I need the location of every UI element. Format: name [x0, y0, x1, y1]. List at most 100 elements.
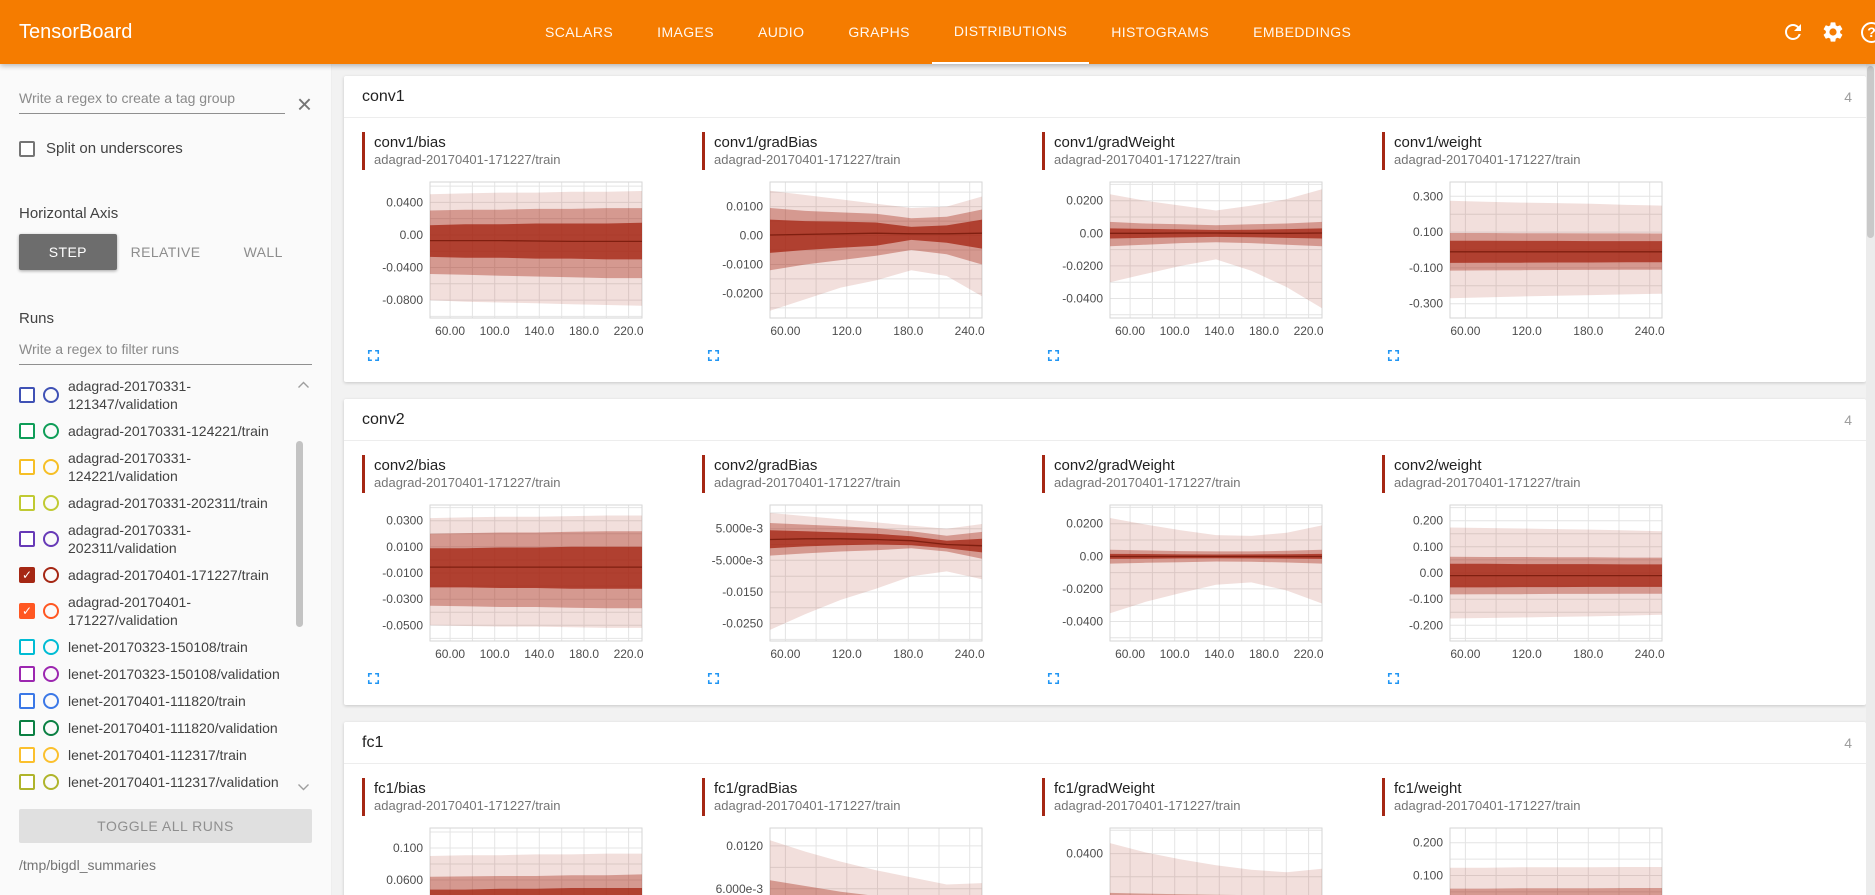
scroll-down-icon[interactable] [297, 783, 310, 791]
run-checkbox[interactable]: ✓ [19, 603, 35, 619]
run-color-radio[interactable] [43, 774, 59, 790]
svg-text:60.00: 60.00 [770, 647, 800, 661]
run-row[interactable]: lenet-20170401-111820/validation [19, 715, 312, 742]
run-color-radio[interactable] [43, 459, 59, 475]
chart-title: fc1/gradBias [714, 780, 798, 797]
section-header[interactable]: conv2 4 [344, 399, 1866, 441]
svg-text:240.0: 240.0 [1635, 324, 1665, 338]
run-color-radio[interactable] [43, 666, 59, 682]
run-row[interactable]: lenet-20170401-112317/validation [19, 769, 312, 796]
expand-chart-button[interactable] [364, 669, 383, 691]
tab-scalars[interactable]: SCALARS [545, 24, 614, 40]
run-color-radio[interactable] [43, 603, 59, 619]
chart-run-name: adagrad-20170401-171227/train [714, 475, 901, 490]
run-row[interactable]: ✓ adagrad-20170401-171227/train [19, 562, 312, 589]
run-row[interactable]: ✓ adagrad-20170401-171227/validation [19, 589, 312, 634]
svg-text:0.00: 0.00 [1420, 566, 1444, 580]
svg-text:0.00: 0.00 [1080, 893, 1104, 895]
run-row[interactable]: adagrad-20170331-124221/validation [19, 445, 312, 490]
run-color-radio[interactable] [43, 720, 59, 736]
run-checkbox[interactable] [19, 531, 35, 547]
section-header[interactable]: fc1 4 [344, 722, 1866, 764]
run-row[interactable]: lenet-20170401-111820/train [19, 688, 312, 715]
horizontal-axis-label: Horizontal Axis [19, 205, 119, 222]
run-row[interactable]: adagrad-20170331-202311/validation [19, 517, 312, 562]
run-filter-input[interactable] [19, 337, 312, 365]
expand-chart-button[interactable] [704, 346, 723, 368]
tab-images[interactable]: IMAGES [657, 24, 715, 40]
tab-histograms[interactable]: HISTOGRAMS [1111, 24, 1210, 40]
run-color-radio[interactable] [43, 693, 59, 709]
refresh-button[interactable] [1781, 20, 1805, 44]
expand-chart-button[interactable] [1044, 669, 1063, 691]
run-row[interactable]: lenet-20170323-150108/train [19, 634, 312, 661]
tab-graphs[interactable]: GRAPHS [848, 24, 910, 40]
toggle-all-runs-button[interactable]: TOGGLE ALL RUNS [19, 809, 312, 843]
expand-chart-button[interactable] [1384, 669, 1403, 691]
svg-text:60.00: 60.00 [1115, 324, 1145, 338]
run-checkbox[interactable] [19, 387, 35, 403]
run-row[interactable]: adagrad-20170331-121347/validation [19, 373, 312, 418]
svg-text:60.00: 60.00 [1450, 647, 1480, 661]
run-checkbox[interactable] [19, 666, 35, 682]
main-content: conv1 4 conv1/bias adagrad-20170401-171227/… [332, 64, 1875, 895]
runs-scrollbar-thumb[interactable] [296, 441, 303, 627]
step-button[interactable]: STEP [19, 234, 117, 270]
run-checkbox[interactable] [19, 495, 35, 511]
split-underscores-checkbox[interactable] [19, 140, 35, 157]
tag-group-regex-input[interactable] [19, 86, 285, 114]
run-row[interactable]: lenet-20170401-112317/train [19, 742, 312, 769]
expand-chart-button[interactable] [364, 346, 383, 368]
section-conv1: conv1 4 conv1/bias adagrad-20170401-171227/… [344, 76, 1866, 382]
run-checkbox[interactable] [19, 423, 35, 439]
run-row[interactable]: adagrad-20170331-124221/train [19, 418, 312, 445]
run-checkbox[interactable] [19, 639, 35, 655]
svg-text:0.100: 0.100 [1413, 869, 1443, 883]
run-color-radio[interactable] [43, 747, 59, 763]
relative-button[interactable]: RELATIVE [117, 234, 215, 270]
chart-run-name: adagrad-20170401-171227/train [714, 798, 901, 813]
wall-button[interactable]: WALL [214, 234, 312, 270]
run-checkbox[interactable] [19, 693, 35, 709]
run-color-radio[interactable] [43, 567, 59, 583]
tab-embeddings[interactable]: EMBEDDINGS [1253, 24, 1352, 40]
tab-distributions[interactable]: DISTRIBUTIONS [931, 0, 1090, 64]
svg-text:60.00: 60.00 [435, 324, 465, 338]
svg-text:60.00: 60.00 [1450, 324, 1480, 338]
run-checkbox[interactable] [19, 747, 35, 763]
run-row[interactable]: adagrad-20170331-202311/train [19, 490, 312, 517]
expand-chart-button[interactable] [1044, 346, 1063, 368]
settings-button[interactable] [1821, 20, 1845, 44]
chart-header: fc1/weight adagrad-20170401-171227/train [1382, 778, 1714, 816]
chart-card: fc1/biasadagrad-20170401-171227/train60.… [354, 778, 694, 895]
svg-text:120.0: 120.0 [832, 647, 862, 661]
expand-chart-button[interactable] [704, 669, 723, 691]
run-row[interactable]: lenet-20170323-150108/validation [19, 661, 312, 688]
run-color-radio[interactable] [43, 387, 59, 403]
run-checkbox[interactable] [19, 720, 35, 736]
fullscreen-icon [707, 672, 720, 685]
run-color-radio[interactable] [43, 639, 59, 655]
section-header[interactable]: conv1 4 [344, 76, 1866, 118]
horizontal-axis-options: STEP RELATIVE WALL [19, 234, 312, 270]
runs-list[interactable]: adagrad-20170331-121347/validation adagra… [19, 373, 312, 799]
split-underscores-option[interactable]: Split on underscores [19, 140, 312, 157]
scroll-up-icon[interactable] [297, 381, 310, 389]
run-checkbox[interactable]: ✓ [19, 567, 35, 583]
main-scrollbar[interactable] [1866, 64, 1875, 895]
tab-audio[interactable]: AUDIO [758, 24, 805, 40]
svg-text:0.00: 0.00 [740, 229, 764, 243]
run-checkbox[interactable] [19, 459, 35, 475]
chart-run-name: adagrad-20170401-171227/train [374, 152, 561, 167]
chart-header: fc1/gradWeight adagrad-20170401-171227/tr… [1042, 778, 1374, 816]
run-color-radio[interactable] [43, 495, 59, 511]
run-color-radio[interactable] [43, 423, 59, 439]
main-scrollbar-thumb[interactable] [1867, 66, 1874, 238]
run-checkbox[interactable] [19, 774, 35, 790]
expand-chart-button[interactable] [1384, 346, 1403, 368]
run-color-radio[interactable] [43, 531, 59, 547]
close-icon[interactable]: × [296, 89, 312, 119]
help-button[interactable]: ? [1861, 20, 1875, 44]
chart-card: fc1/weightadagrad-20170401-171227/train6… [1374, 778, 1714, 895]
section-title: conv1 [362, 87, 405, 105]
